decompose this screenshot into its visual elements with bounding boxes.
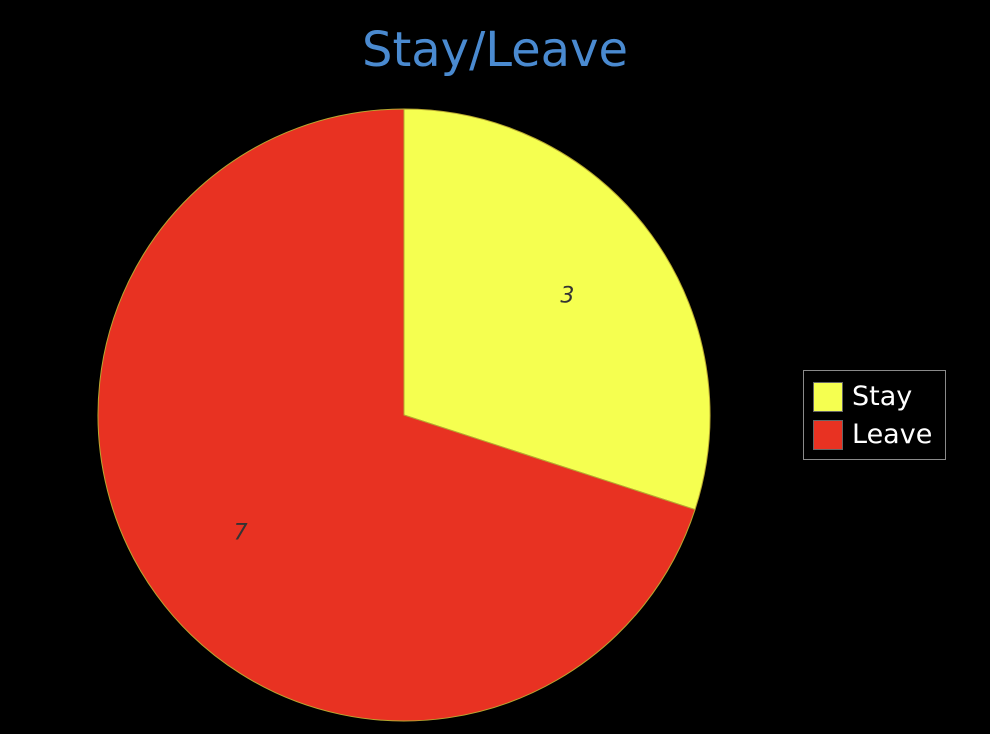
legend-label-stay: Stay xyxy=(852,381,913,412)
chart-title: Stay/Leave xyxy=(361,22,629,78)
pie-slice-leave xyxy=(97,108,696,722)
legend-swatch-leave xyxy=(813,420,843,450)
legend-label-leave: Leave xyxy=(852,419,933,450)
pie-slice-stay xyxy=(403,108,711,511)
data-label-stay: 3 xyxy=(560,283,574,308)
legend-item-leave: Leave xyxy=(804,416,945,454)
pie-data-labels: 37 xyxy=(234,283,575,545)
data-label-leave: 7 xyxy=(234,521,248,546)
pie-slices xyxy=(97,108,711,722)
legend-item-stay: Stay xyxy=(804,378,945,416)
legend-swatch-stay xyxy=(813,382,843,412)
legend: Stay Leave xyxy=(803,370,946,460)
